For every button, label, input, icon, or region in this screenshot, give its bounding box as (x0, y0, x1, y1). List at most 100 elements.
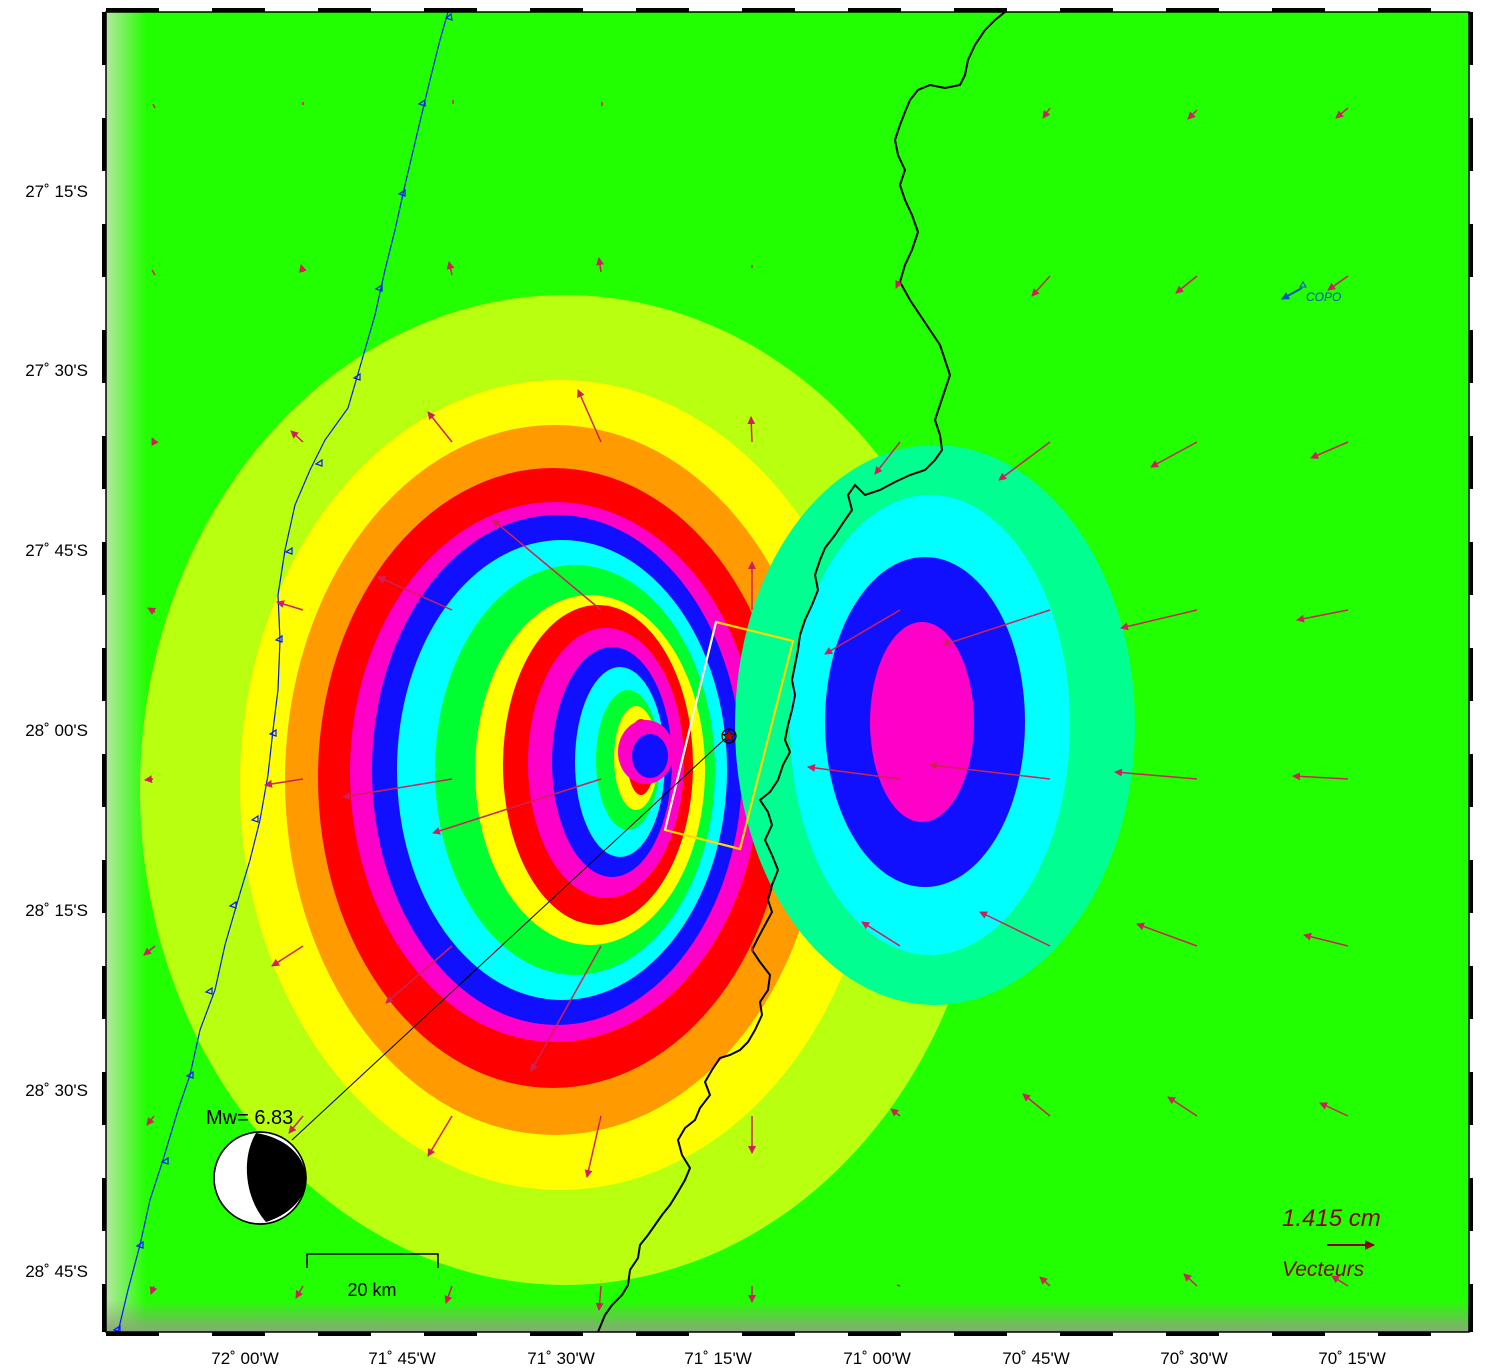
displacement-vector (149, 1285, 158, 1295)
vector-scale-value: 1.415 cm (1282, 1205, 1381, 1232)
lat-label: 27˚ 45'S (25, 541, 88, 560)
displacement-vector (596, 257, 604, 273)
frame-tick (1060, 8, 1113, 12)
edge-fade (106, 1300, 1469, 1332)
frame-tick (318, 8, 371, 12)
lon-label: 71˚ 00'W (843, 1349, 911, 1368)
displacement-vector (942, 609, 1051, 647)
frame-tick (424, 8, 477, 12)
frame-tick (1469, 436, 1473, 489)
displacement-vector (1175, 275, 1198, 294)
latitude-axis: 27˚ 15'S 27˚ 30'S 27˚ 45'S 28˚ 00'S 28˚ … (25, 182, 88, 1281)
frame-tick (1378, 8, 1431, 12)
displacement-vector (1167, 1096, 1198, 1117)
frame-tick (848, 1332, 901, 1336)
lat-label: 28˚ 45'S (25, 1262, 88, 1281)
displacement-vector (1150, 441, 1198, 468)
fault-top-edge (664, 621, 717, 831)
frame-tick (848, 8, 901, 12)
displacement-vector (143, 945, 156, 956)
displacement-vector (151, 437, 159, 447)
displacement-vector (1114, 768, 1198, 780)
displacement-vector (890, 1108, 901, 1117)
frame-tick (1378, 1332, 1431, 1336)
displacement-vector (288, 1115, 304, 1134)
frame-tick (530, 8, 583, 12)
displacement-vector (271, 945, 304, 967)
fringe (870, 622, 974, 822)
frame-tick (102, 648, 106, 701)
coastline (597, 12, 1006, 1332)
displacement-vector (1310, 441, 1349, 459)
edge-fade (106, 12, 146, 1332)
frame-tick (102, 436, 106, 489)
mechanism-connector (291, 735, 729, 1141)
frame-tick (1469, 542, 1473, 595)
lat-label: 28˚ 00'S (25, 721, 88, 740)
trench-line (117, 12, 449, 1332)
displacement-vector (432, 778, 602, 835)
frame-tick (1469, 330, 1473, 383)
frame-tick (1272, 1332, 1325, 1336)
displacement-vector (979, 911, 1051, 947)
lat-label: 27˚ 15'S (25, 182, 88, 201)
frame-tick (1469, 224, 1473, 277)
focal-mechanism-icon (213, 1131, 307, 1225)
displacement-vector (385, 945, 453, 1004)
frame-tick (1469, 1178, 1473, 1231)
displacement-vector (584, 1115, 602, 1178)
lat-label: 28˚ 30'S (25, 1081, 88, 1100)
frame-tick (1469, 966, 1473, 1019)
frame-tick (212, 8, 265, 12)
displacement-vector (377, 576, 453, 611)
frame-tick (530, 1332, 583, 1336)
displacement-vector (747, 416, 756, 443)
frame-tick (1469, 12, 1473, 65)
vector-legend: 1.415 cm Vecteurs (1282, 1205, 1381, 1281)
scale-bar: 20 km (306, 1253, 439, 1300)
frame-tick (424, 1332, 477, 1336)
frame-tick (1166, 1332, 1219, 1336)
frame-tick (1469, 1284, 1473, 1332)
displacement-vector (1042, 107, 1051, 119)
displacement-vector (290, 430, 304, 443)
frame-ticks (102, 8, 1473, 1336)
lon-label: 72˚ 00'W (211, 1349, 279, 1368)
frame-tick (102, 1284, 106, 1332)
lat-label: 27˚ 30'S (25, 361, 88, 380)
displacement-vector (807, 763, 901, 780)
displacement-vector (929, 761, 1051, 780)
displacement-vector (151, 269, 156, 276)
displacement-vector (152, 103, 156, 109)
displacement-vector (446, 261, 455, 276)
displacement-vector (147, 607, 157, 615)
displacement-vector (595, 1285, 604, 1311)
frame-tick (636, 8, 689, 12)
displacement-vector (295, 1285, 304, 1299)
frame-tick (318, 1332, 371, 1336)
frame-tick (102, 966, 106, 1019)
displacement-vector (1335, 107, 1349, 119)
displacement-vector (896, 1284, 901, 1287)
frame-tick (212, 1332, 265, 1336)
station-label: COPO (1306, 290, 1341, 304)
displacement-vector (895, 279, 903, 289)
trench-teeth (112, 12, 453, 1332)
displacement-vector (1292, 772, 1349, 781)
displacement-vector (1031, 275, 1051, 297)
displacement-vector (1327, 275, 1349, 291)
frame-tick (102, 1072, 106, 1125)
frame-tick (102, 118, 106, 171)
displacement-vector (1319, 1102, 1349, 1117)
displacement-vector (577, 389, 602, 443)
displacement-vector (1039, 1276, 1051, 1287)
displacement-vector (427, 1115, 453, 1157)
frame-tick (954, 1332, 1007, 1336)
frame-tick (106, 8, 159, 12)
displacement-vector (444, 1285, 453, 1304)
displacement-vector (1136, 922, 1198, 947)
displacement-vector (276, 600, 304, 611)
map-frame (102, 8, 1473, 1336)
displacement-vector (1022, 1093, 1051, 1117)
displacement-vector (299, 264, 307, 273)
